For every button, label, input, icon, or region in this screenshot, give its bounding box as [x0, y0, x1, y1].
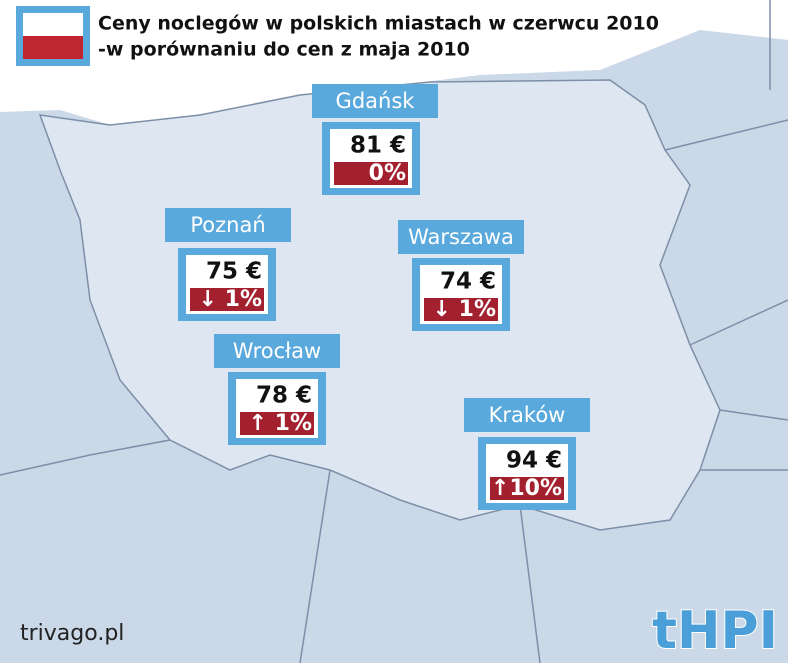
- price: 75 €: [206, 259, 262, 285]
- city-name: Gdańsk: [336, 89, 416, 113]
- price: 81 €: [350, 133, 406, 159]
- city: Kraków 94 €↑10%: [464, 398, 590, 510]
- source: trivago.pl: [20, 621, 124, 646]
- city: Gdańsk 81 €0%: [312, 84, 438, 195]
- city-label-box: [165, 208, 291, 242]
- subtitle: -w porównaniu do cen z maja 2010: [98, 39, 470, 61]
- city-label-box: [464, 398, 590, 432]
- change-band: [240, 412, 314, 435]
- change-band: [424, 298, 498, 321]
- change: ↓ 1%: [433, 297, 496, 322]
- city-name: Wrocław: [233, 339, 321, 363]
- city: Wrocław 78 €↑ 1%: [214, 334, 340, 445]
- price: 78 €: [256, 383, 312, 409]
- change: 0%: [369, 161, 406, 186]
- change-band: [490, 477, 564, 500]
- city-label-box: [214, 334, 340, 368]
- city-name: Kraków: [489, 403, 566, 427]
- city: Poznań 75 €↓ 1%: [165, 208, 291, 321]
- title: Ceny noclegów w polskich miastach w czer…: [98, 13, 659, 35]
- city-name: Warszawa: [408, 225, 514, 249]
- sea: [0, 0, 788, 125]
- city: Warszawa 74 €↓ 1%: [398, 220, 524, 331]
- change-band: [190, 288, 264, 311]
- price: 94 €: [506, 448, 562, 474]
- logo: tHPI: [652, 601, 778, 661]
- change: ↑10%: [491, 476, 562, 501]
- change-band: [334, 162, 408, 185]
- price: 74 €: [440, 269, 496, 295]
- city-label-box: [398, 220, 524, 254]
- flag-icon: [16, 6, 90, 66]
- change: ↓ 1%: [199, 287, 262, 312]
- city-label-box: [312, 84, 438, 118]
- city-name: Poznań: [190, 213, 265, 237]
- change: ↑ 1%: [249, 411, 312, 436]
